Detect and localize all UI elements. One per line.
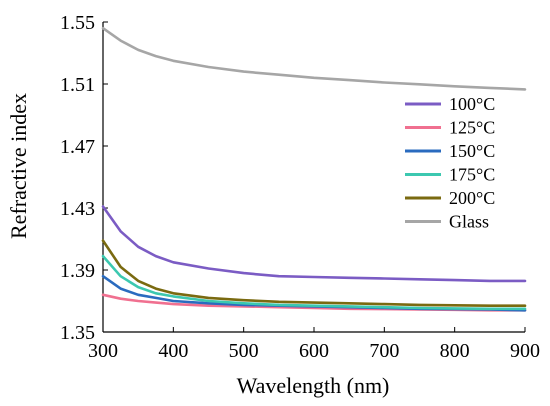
series-line-3 bbox=[101, 254, 527, 311]
legend-label: 175°C bbox=[449, 165, 495, 185]
legend-label: 100°C bbox=[449, 94, 495, 114]
x-axis-title: Wavelength (nm) bbox=[237, 373, 390, 398]
x-tick-label: 500 bbox=[229, 340, 259, 362]
legend-label: 200°C bbox=[449, 188, 495, 208]
x-tick-label: 400 bbox=[158, 340, 188, 362]
x-tick-label: 700 bbox=[369, 340, 399, 362]
series-line-5 bbox=[101, 26, 527, 91]
x-tick-label: 800 bbox=[440, 340, 470, 362]
legend-label: Glass bbox=[449, 212, 489, 232]
series-line-0 bbox=[101, 205, 527, 283]
y-tick-label: 1.55 bbox=[60, 12, 95, 34]
y-tick-label: 1.43 bbox=[60, 198, 95, 220]
x-tick-label: 600 bbox=[299, 340, 329, 362]
y-tick-label: 1.51 bbox=[60, 74, 95, 96]
x-tick-label: 300 bbox=[88, 340, 118, 362]
legend: 100°C 125°C 150°C 175°C 200°C Glass bbox=[405, 94, 495, 232]
y-axis-title: Refractive index bbox=[6, 93, 31, 239]
y-tick-label: 1.35 bbox=[60, 322, 95, 344]
legend-label: 125°C bbox=[449, 118, 495, 138]
legend-label: 150°C bbox=[449, 141, 495, 161]
y-tick-label: 1.39 bbox=[60, 260, 95, 282]
series-lines bbox=[101, 26, 527, 312]
y-tick-label: 1.47 bbox=[60, 136, 95, 158]
series-line-4 bbox=[101, 239, 527, 308]
axis-ticks: 300 400 500 600 700 800 900 1.35 1.39 1.43 1.47 1.5… bbox=[60, 12, 540, 362]
x-tick-label: 900 bbox=[510, 340, 540, 362]
